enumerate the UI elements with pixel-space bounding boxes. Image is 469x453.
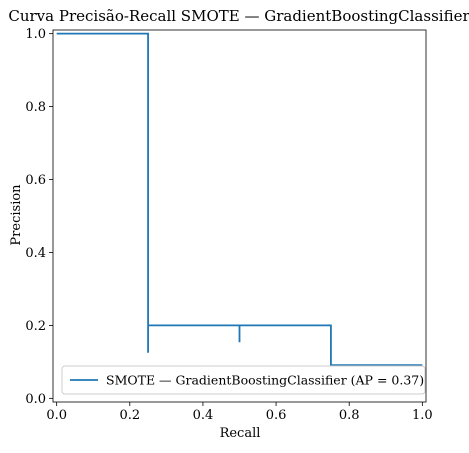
x-axis-label: Recall xyxy=(220,426,261,441)
y-axis-label: Precision xyxy=(9,184,24,246)
x-tick-label: 0.8 xyxy=(339,408,360,423)
y-tick-label: 0.0 xyxy=(25,392,46,407)
x-tick-label: 0.4 xyxy=(193,408,214,423)
x-tick-label: 1.0 xyxy=(412,408,433,423)
plot-frame xyxy=(52,29,427,403)
y-tick-label: 0.4 xyxy=(25,246,46,261)
x-tick-label: 0.0 xyxy=(46,408,67,423)
y-tick-label: 0.8 xyxy=(25,100,46,115)
chart-title: Curva Precisão-Recall SMOTE — GradientBo… xyxy=(8,7,469,25)
pr-curve-line xyxy=(56,32,423,367)
axes: 0.0 0.2 0.4 0.6 0.8 1.0 0.0 0.2 0.4 0.6 0.8 1.0 xyxy=(25,27,432,423)
series-layer xyxy=(56,32,423,367)
legend: SMOTE — GradientBoostingClassifier (AP =… xyxy=(61,365,426,395)
x-tick-label: 0.6 xyxy=(266,408,287,423)
y-tick-label: 0.6 xyxy=(25,173,46,188)
legend-label: SMOTE — GradientBoostingClassifier (AP =… xyxy=(106,373,424,388)
y-tick-label: 0.2 xyxy=(25,319,46,334)
y-tick-label: 1.0 xyxy=(25,27,46,42)
legend-box xyxy=(61,365,426,395)
x-tick-label: 0.2 xyxy=(119,408,140,423)
